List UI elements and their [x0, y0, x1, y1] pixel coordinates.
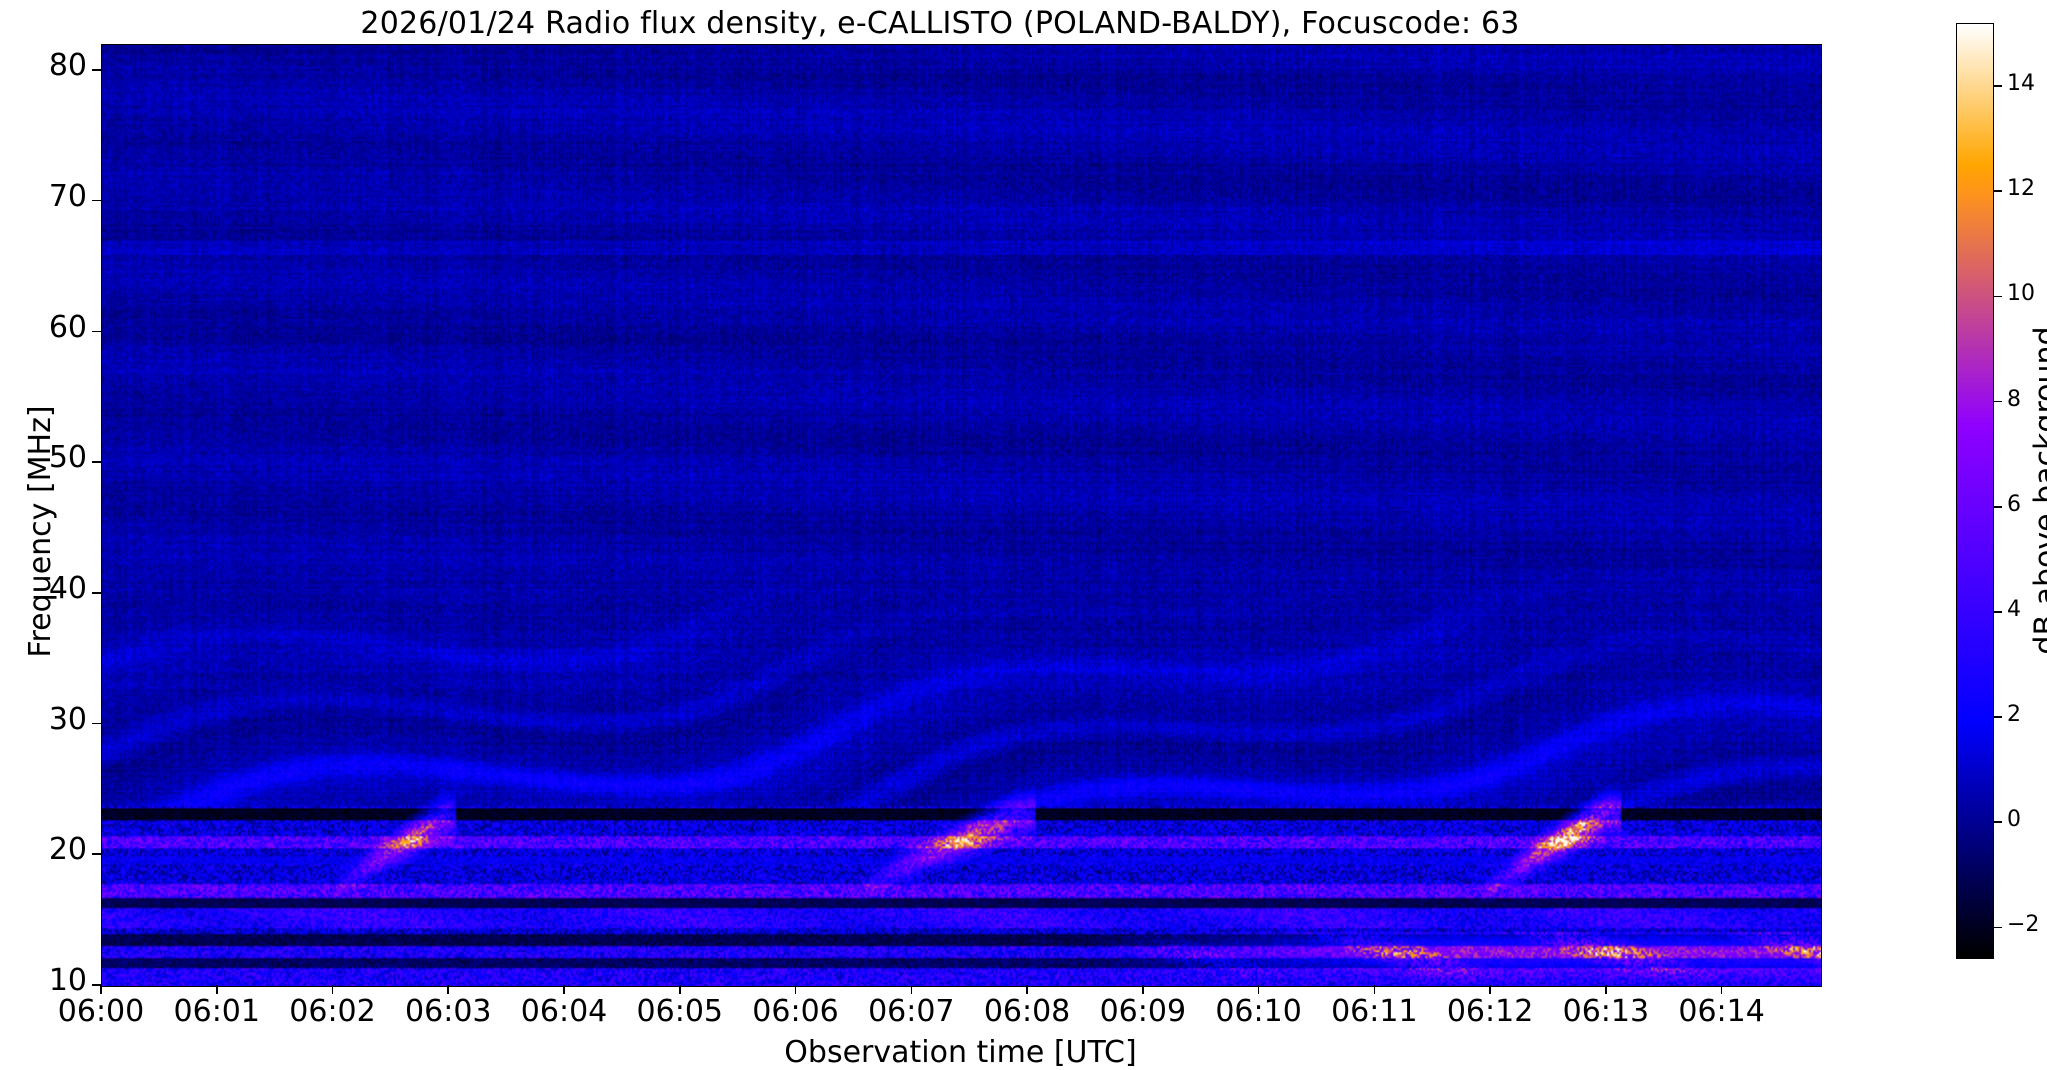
y-tick-label: 70: [3, 182, 87, 212]
x-tick-mark: [911, 985, 913, 994]
colorbar-tick-mark: [1994, 401, 2002, 403]
x-tick-mark: [100, 985, 102, 994]
colorbar-tick-label: 2: [2007, 704, 2021, 726]
colorbar-gradient: [1956, 23, 1994, 959]
colorbar-tick-mark: [1994, 190, 2002, 192]
y-tick-mark: [92, 853, 101, 855]
x-tick-mark: [795, 985, 797, 994]
x-tick-mark: [1258, 985, 1260, 994]
colorbar-tick-label: 14: [2007, 73, 2035, 95]
x-tick-mark: [216, 985, 218, 994]
y-tick-label: 80: [3, 51, 87, 81]
colorbar-tick-mark: [1994, 85, 2002, 87]
colorbar-tick-mark: [1994, 296, 2002, 298]
y-tick-label: 30: [3, 705, 87, 735]
y-tick-label: 60: [3, 313, 87, 343]
y-tick-mark: [92, 461, 101, 463]
y-tick-label: 20: [3, 835, 87, 865]
x-tick-mark: [332, 985, 334, 994]
y-tick-label: 10: [3, 966, 87, 996]
y-tick-label: 50: [3, 443, 87, 473]
y-tick-mark: [92, 69, 101, 71]
x-axis-label: Observation time [UTC]: [101, 1035, 1820, 1070]
page-title: 2026/01/24 Radio flux density, e-CALLIST…: [0, 6, 1880, 41]
x-tick-mark: [679, 985, 681, 994]
colorbar-tick-mark: [1994, 821, 2002, 823]
colorbar-tick-label: 8: [2007, 389, 2021, 411]
y-tick-mark: [92, 200, 101, 202]
x-tick-mark: [1142, 985, 1144, 994]
colorbar-tick-label: 6: [2007, 494, 2021, 516]
colorbar-tick-label: 0: [2007, 809, 2021, 831]
x-tick-mark: [1605, 985, 1607, 994]
x-tick-label: 06:14: [1652, 997, 1792, 1027]
spectrogram-plot-area: [101, 44, 1822, 987]
y-tick-mark: [92, 592, 101, 594]
colorbar-tick-mark: [1994, 716, 2002, 718]
x-tick-mark: [1489, 985, 1491, 994]
spectrogram-image: [102, 45, 1821, 986]
y-tick-label: 40: [3, 574, 87, 604]
x-tick-mark: [1374, 985, 1376, 994]
x-tick-mark: [563, 985, 565, 994]
colorbar-tick-label: 10: [2007, 283, 2035, 305]
x-tick-mark: [1026, 985, 1028, 994]
colorbar-tick-label: 4: [2007, 599, 2021, 621]
y-tick-mark: [92, 723, 101, 725]
x-tick-mark: [1721, 985, 1723, 994]
y-tick-mark: [92, 331, 101, 333]
colorbar-tick-label: 12: [2007, 178, 2035, 200]
colorbar-tick-mark: [1994, 611, 2002, 613]
colorbar-canvas: [1957, 24, 1993, 958]
x-tick-mark: [447, 985, 449, 994]
colorbar-tick-mark: [1994, 927, 2002, 929]
colorbar-tick-label: −2: [2007, 914, 2039, 936]
colorbar-tick-mark: [1994, 506, 2002, 508]
